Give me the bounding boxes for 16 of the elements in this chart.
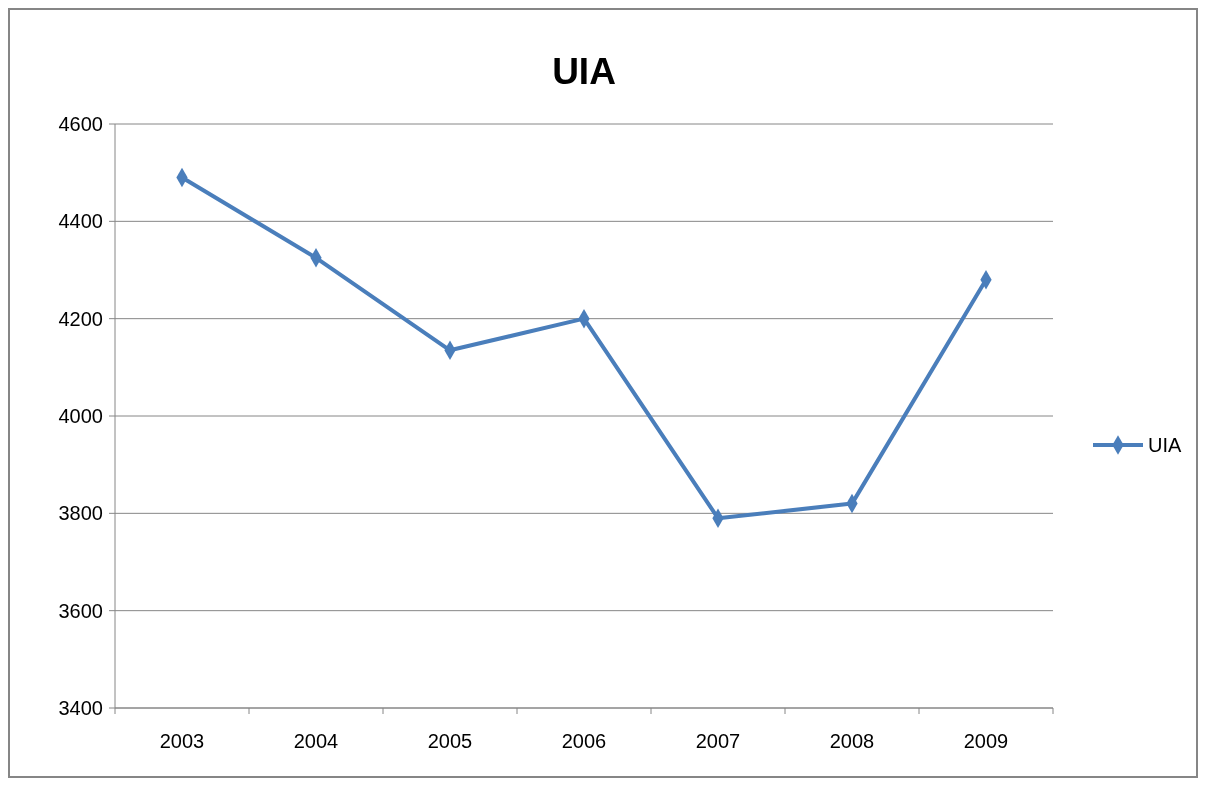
chart-title: UIA [552,51,616,92]
y-tick-label: 4000 [58,405,103,427]
y-tick-label: 3400 [58,697,103,719]
x-tick-label: 2004 [293,730,339,752]
x-tick-label: 2008 [829,730,875,752]
y-tick-label: 4200 [58,307,103,330]
y-tick-label: 3600 [58,599,103,622]
x-tick-label: 2009 [963,730,1009,752]
legend-label: UIA [1148,434,1182,456]
x-tick-label: 2003 [159,730,205,752]
y-tick-label: 4400 [58,210,103,233]
x-tick-label: 2007 [695,730,741,752]
y-tick-label: 3800 [58,502,103,525]
x-tick-label: 2006 [561,730,607,752]
x-tick-label: 2005 [427,730,473,752]
y-tick-label: 4600 [58,113,103,135]
